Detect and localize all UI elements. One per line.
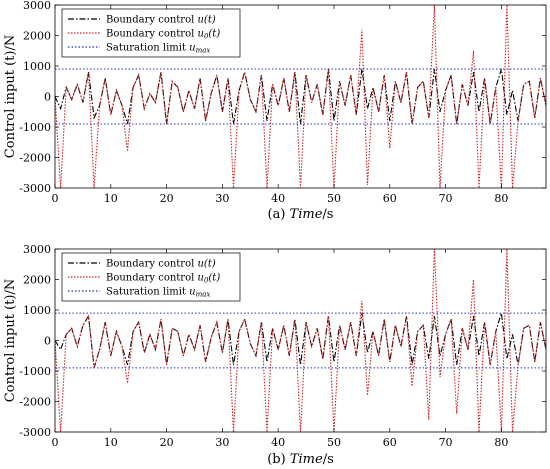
legend-text: Boundary control	[106, 15, 197, 26]
legend: Boundary control u(t)Boundary control u0…	[61, 8, 241, 58]
x-axis-caption: (a) Time/s	[268, 207, 334, 222]
legend-subscript: max	[196, 47, 211, 55]
legend-item-1: Boundary control u(t)	[106, 259, 216, 270]
legend-math: u	[197, 29, 203, 40]
y-tick-label: 0	[44, 335, 51, 348]
y-tick-label: -3000	[19, 426, 51, 439]
legend-item-1: Boundary control u(t)	[106, 15, 216, 26]
caption-label: Time	[290, 452, 323, 467]
legend-box	[61, 8, 241, 58]
y-tick-label: -1000	[19, 121, 51, 134]
legend-item-3: Saturation limit umax	[106, 287, 210, 299]
series-u	[55, 312, 546, 369]
legend-text: Boundary control	[106, 29, 197, 40]
y-tick-label: 1000	[23, 304, 51, 317]
x-tick-label: 0	[52, 436, 59, 449]
legend: Boundary control u(t)Boundary control u0…	[61, 252, 241, 302]
y-axis-label: Control input (t)/N	[3, 35, 18, 158]
x-tick-label: 20	[160, 436, 174, 449]
y-tick-label: 2000	[23, 30, 51, 43]
legend-subscript: 0	[204, 33, 209, 41]
legend-math: u(t)	[197, 259, 215, 270]
x-tick-label: 80	[494, 436, 508, 449]
y-tick-label: 3000	[23, 243, 51, 256]
chart-panel-a: 0 10 20 30 40 50 60 70 80 3000 2000 1000 0 -1000 -2000…	[3, 0, 547, 222]
legend-text: Saturation limit	[106, 43, 189, 54]
legend-math: u	[189, 287, 195, 298]
legend-box	[61, 252, 241, 302]
x-tick-label: 60	[383, 436, 397, 449]
series-u0	[55, 249, 546, 432]
y-tick-label: -2000	[19, 396, 51, 409]
legend-item-3: Saturation limit umax	[106, 43, 210, 55]
x-tick-label: 70	[439, 436, 453, 449]
y-tick-label: 1000	[23, 60, 51, 73]
chart-panel-b: 0 10 20 30 40 50 60 70 80 3000 2000 1000 0 -1000 -2000…	[3, 243, 547, 467]
legend-suffix: (t)	[208, 29, 220, 40]
x-tick-label: 40	[271, 192, 285, 205]
x-tick-label: 50	[327, 436, 341, 449]
y-tick-label: 2000	[23, 274, 51, 287]
caption-unit: /s	[323, 452, 334, 467]
series-u0	[55, 5, 546, 188]
y-tick-label: -2000	[19, 152, 51, 165]
x-tick-label: 30	[215, 436, 229, 449]
x-tick-label: 10	[104, 436, 118, 449]
x-axis-caption: (b) Time/s	[267, 452, 334, 467]
x-tick-label: 10	[104, 192, 118, 205]
legend-text: Boundary control	[106, 259, 197, 270]
legend-math: u	[197, 273, 203, 284]
y-tick-label: -1000	[19, 365, 51, 378]
series-u	[55, 68, 546, 125]
caption-label: Time	[290, 207, 323, 222]
legend-item-2: Boundary control u0(t)	[106, 273, 220, 285]
legend-subscript: 0	[204, 277, 209, 285]
x-tick-label: 20	[160, 192, 174, 205]
legend-suffix: (t)	[208, 273, 220, 284]
legend-math: u	[189, 43, 195, 54]
caption-prefix: (b)	[267, 452, 290, 467]
caption-prefix: (a)	[268, 207, 290, 222]
y-tick-label: 3000	[23, 0, 51, 12]
x-tick-label: 70	[439, 192, 453, 205]
caption-unit: /s	[322, 207, 333, 222]
legend-item-2: Boundary control u0(t)	[106, 29, 220, 41]
y-axis-label: Control input (t)/N	[3, 279, 18, 402]
x-tick-label: 0	[52, 192, 59, 205]
x-tick-label: 50	[327, 192, 341, 205]
x-tick-label: 80	[494, 192, 508, 205]
x-tick-label: 40	[271, 436, 285, 449]
legend-text: Saturation limit	[106, 287, 189, 298]
legend-text: Boundary control	[106, 273, 197, 284]
x-tick-label: 30	[215, 192, 229, 205]
y-tick-label: 0	[44, 91, 51, 104]
y-tick-label: -3000	[19, 182, 51, 195]
legend-math: u(t)	[197, 15, 215, 26]
x-tick-label: 60	[383, 192, 397, 205]
legend-subscript: max	[196, 291, 211, 299]
